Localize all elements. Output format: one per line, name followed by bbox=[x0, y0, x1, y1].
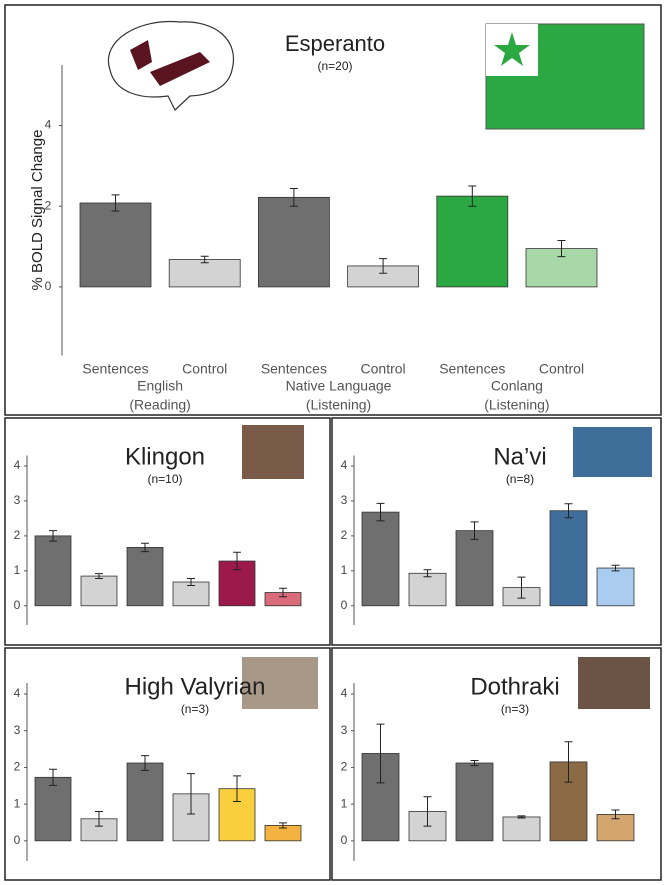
y-tick-label: 4 bbox=[14, 686, 21, 700]
error-bar bbox=[141, 542, 149, 553]
y-tick-label: 2 bbox=[341, 528, 348, 542]
y-tick-label: 1 bbox=[341, 563, 348, 577]
y-tick-label: 4 bbox=[45, 118, 52, 132]
bar bbox=[361, 511, 400, 607]
error-bar bbox=[423, 796, 432, 827]
chart-subtitle: (n=3) bbox=[181, 702, 209, 716]
error-bar bbox=[49, 530, 57, 542]
y-tick-label: 4 bbox=[14, 458, 21, 472]
bar bbox=[455, 762, 494, 842]
y-tick-label: 1 bbox=[14, 563, 21, 577]
error-bar bbox=[95, 573, 103, 580]
bar bbox=[126, 762, 164, 842]
y-tick-label: 3 bbox=[341, 493, 348, 507]
y-tick-label: 0 bbox=[14, 833, 21, 847]
chart-title: Esperanto bbox=[285, 31, 385, 56]
error-bar bbox=[564, 503, 573, 519]
y-tick-label: 1 bbox=[341, 796, 348, 810]
error-bar bbox=[111, 194, 120, 212]
chart-title: High Valyrian bbox=[125, 673, 266, 700]
error-bar bbox=[611, 564, 620, 572]
chart-subtitle: (n=10) bbox=[147, 472, 182, 486]
bar bbox=[34, 776, 72, 842]
error-bar bbox=[611, 809, 620, 820]
y-tick-label: 4 bbox=[341, 458, 348, 472]
bar bbox=[34, 535, 72, 607]
group-label: Native Language bbox=[286, 378, 392, 394]
y-tick-label: 0 bbox=[14, 598, 21, 612]
x-tick-label: Control bbox=[539, 361, 584, 377]
error-bar bbox=[517, 576, 526, 599]
chart-title: Dothraki bbox=[470, 673, 559, 700]
error-bar bbox=[468, 185, 477, 207]
error-bar bbox=[187, 578, 195, 587]
y-tick-label: 0 bbox=[45, 279, 52, 293]
y-axis-label: % BOLD Signal Change bbox=[29, 130, 46, 291]
error-bar bbox=[279, 822, 287, 829]
chart-subtitle: (n=3) bbox=[501, 702, 529, 716]
group-label: Conlang bbox=[491, 378, 543, 394]
bar bbox=[436, 195, 509, 288]
x-tick-label: Sentences bbox=[439, 361, 505, 377]
error-bar bbox=[376, 502, 385, 522]
bar bbox=[455, 530, 494, 607]
chart-title: Na’vi bbox=[493, 443, 546, 470]
bar bbox=[549, 510, 588, 607]
x-tick-label: Sentences bbox=[261, 361, 327, 377]
y-tick-label: 2 bbox=[45, 198, 52, 212]
x-tick-label: Control bbox=[361, 361, 406, 377]
group-label: (Listening) bbox=[306, 397, 371, 413]
bar bbox=[502, 816, 541, 842]
y-tick-label: 2 bbox=[14, 528, 21, 542]
esperanto-flag bbox=[485, 23, 645, 130]
x-tick-label: Sentences bbox=[82, 361, 148, 377]
bar bbox=[168, 259, 241, 288]
error-bar bbox=[187, 773, 195, 815]
x-tick-label: Control bbox=[182, 361, 227, 377]
error-bar bbox=[49, 768, 57, 786]
error-bar bbox=[557, 240, 566, 258]
bar bbox=[257, 196, 330, 288]
error-bar bbox=[233, 775, 241, 803]
y-tick-label: 4 bbox=[341, 686, 348, 700]
bar bbox=[79, 202, 152, 288]
y-tick-label: 0 bbox=[341, 598, 348, 612]
chart-subtitle: (n=20) bbox=[317, 59, 352, 73]
error-bar bbox=[379, 258, 388, 274]
group-label: (Listening) bbox=[484, 397, 549, 413]
error-bar bbox=[470, 759, 479, 767]
y-tick-label: 1 bbox=[14, 796, 21, 810]
error-bar bbox=[564, 741, 573, 783]
error-bar bbox=[517, 815, 526, 819]
brain-icon bbox=[107, 20, 235, 111]
y-tick-label: 3 bbox=[341, 723, 348, 737]
bar bbox=[408, 572, 447, 607]
bar bbox=[126, 547, 164, 607]
error-bar bbox=[233, 551, 241, 571]
error-bar bbox=[423, 569, 432, 578]
panel-photos bbox=[242, 425, 652, 709]
error-bar bbox=[279, 587, 287, 598]
error-bar bbox=[200, 255, 209, 264]
error-bar bbox=[289, 187, 298, 207]
panel-frames bbox=[4, 4, 662, 881]
bar bbox=[80, 575, 118, 607]
group-label: (Reading) bbox=[129, 397, 190, 413]
chart-title: Klingon bbox=[125, 443, 205, 470]
error-bar bbox=[141, 755, 149, 771]
bar bbox=[596, 567, 635, 607]
y-tick-label: 2 bbox=[341, 760, 348, 774]
error-bar bbox=[95, 810, 103, 827]
y-tick-label: 3 bbox=[14, 493, 21, 507]
y-tick-label: 3 bbox=[14, 723, 21, 737]
group-label: English bbox=[137, 378, 183, 394]
y-tick-label: 0 bbox=[341, 833, 348, 847]
error-bar bbox=[376, 723, 385, 784]
error-bar bbox=[470, 521, 479, 540]
chart-subtitle: (n=8) bbox=[506, 472, 534, 486]
y-tick-label: 2 bbox=[14, 760, 21, 774]
bar bbox=[596, 813, 635, 842]
